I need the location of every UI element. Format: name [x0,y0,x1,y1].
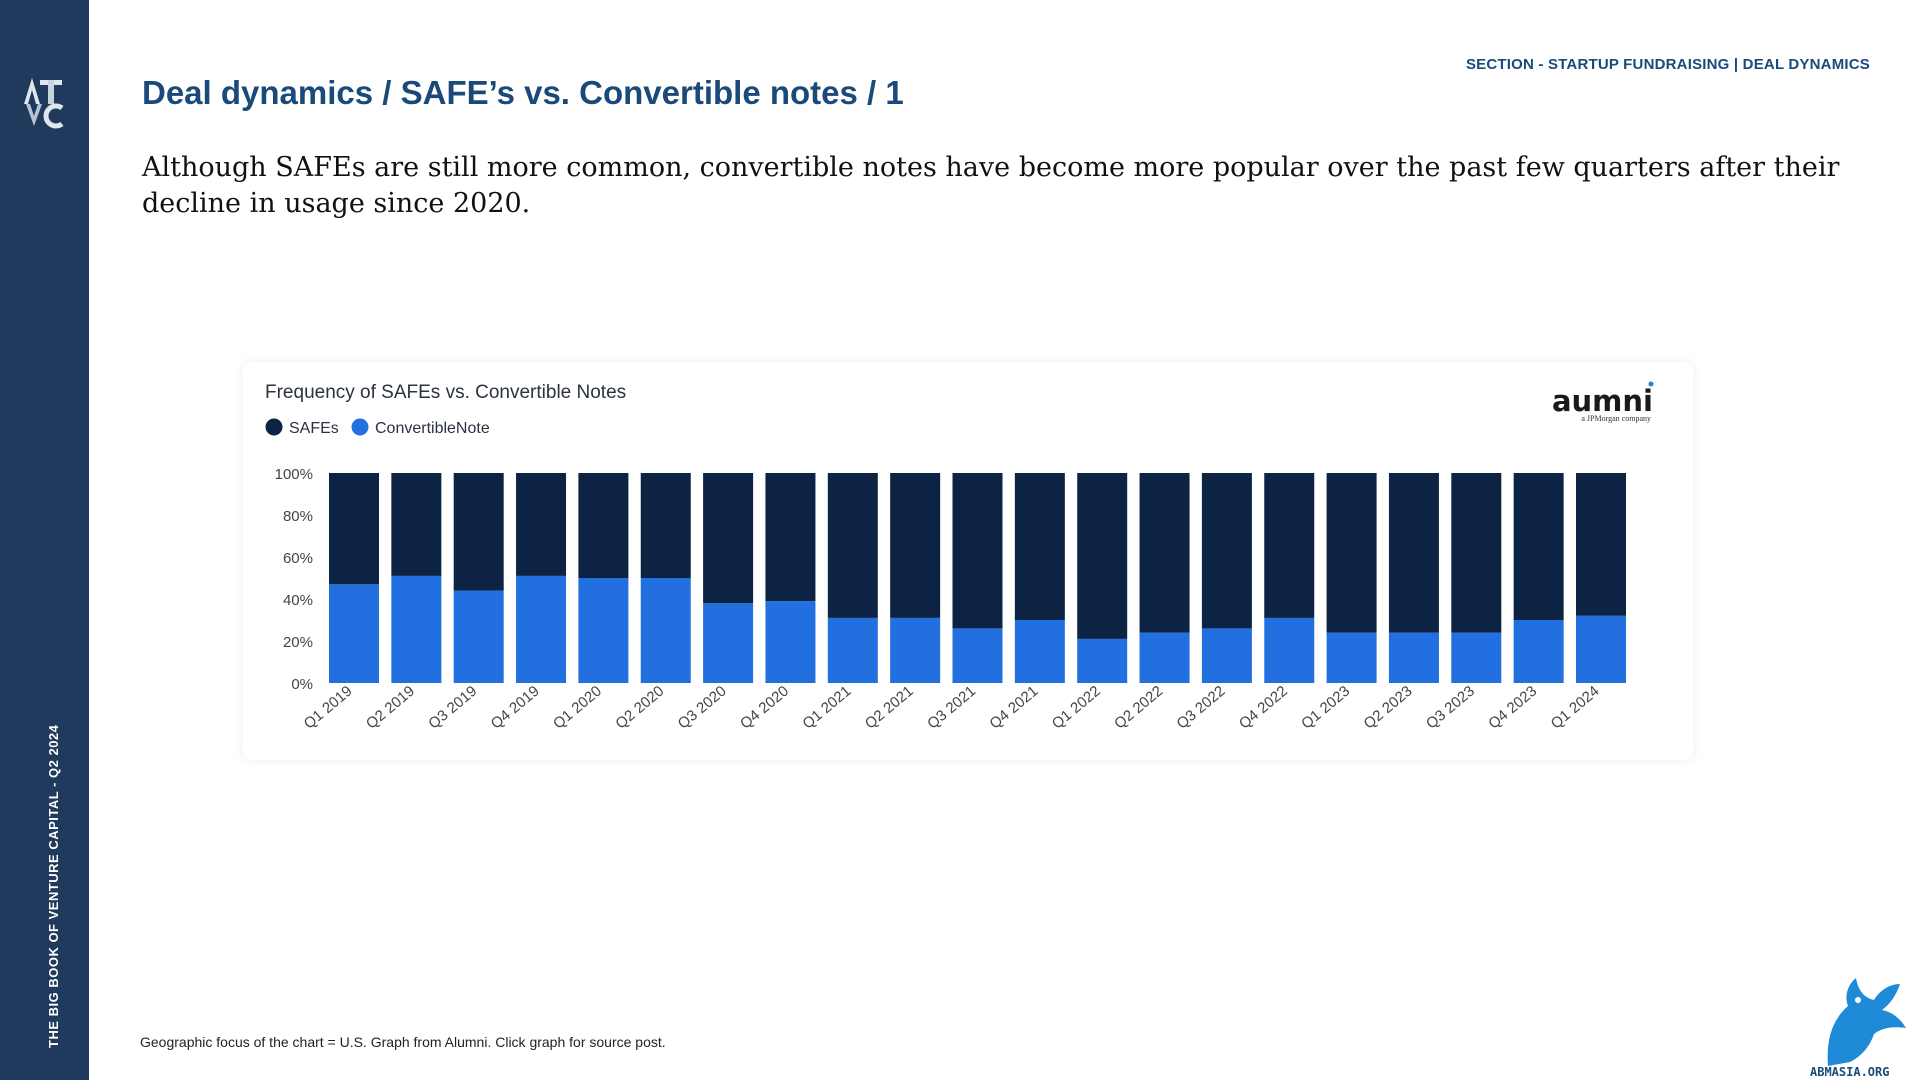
bar-safes-9 [827,473,878,618]
bar-safes-3 [453,473,504,591]
chart-title: Frequency of SAFEs vs. Convertible Notes [265,382,626,403]
chart-legend: SAFEs ConvertibleNote [265,418,490,437]
x-tick-label: Q2 2021 [862,683,917,733]
bar-safes-5 [578,473,629,578]
bar-safes-8 [765,473,816,602]
x-tick-label: Q4 2022 [1236,683,1291,733]
bar-convertiblenote-8 [765,601,816,683]
x-tick-label: Q1 2020 [550,683,605,733]
bar-convertiblenote-7 [703,603,754,683]
y-tick-label: 80% [283,508,313,525]
bar-safes-6 [640,473,691,578]
bar-convertiblenote-21 [1576,615,1626,683]
watermark-eagle-icon: ABMASIA.ORG [1810,978,1906,1079]
bar-convertiblenote-19 [1451,632,1502,683]
page-title: Deal dynamics / SAFE’s vs. Convertible n… [142,74,904,111]
bar-safes-4 [516,473,567,576]
bar-safes-1 [329,473,379,585]
bar-convertiblenote-10 [890,617,941,683]
bars [329,473,1626,683]
y-tick-label: 40% [283,592,313,609]
legend-label-2: ConvertibleNote [375,420,490,437]
bar-convertiblenote-11 [952,628,1003,683]
bar-safes-19 [1451,473,1502,633]
aumni-logo: aumni a JPMorgan company [1552,381,1654,423]
x-tick-label: Q2 2020 [612,683,667,733]
bar-convertiblenote-12 [1014,620,1065,683]
bar-safes-12 [1014,473,1065,620]
watermark-text: ABMASIA.ORG [1810,1065,1889,1079]
x-tick-label: Q1 2022 [1049,683,1104,733]
bar-safes-15 [1201,473,1252,629]
footnote: Geographic focus of the chart = U.S. Gra… [140,1034,666,1050]
bar-convertiblenote-2 [391,575,442,683]
x-tick-label: Q3 2022 [1174,683,1229,733]
bar-convertiblenote-3 [453,590,504,683]
x-tick-label: Q3 2021 [924,683,979,733]
chart-card[interactable]: Frequency of SAFEs vs. Convertible Notes… [243,362,1693,760]
sidebar-vertical-text: THE BIG BOOK OF VENTURE CAPITAL - Q2 202… [46,724,61,1048]
bar-safes-14 [1139,473,1190,633]
x-tick-label: Q1 2024 [1548,683,1603,733]
brand-name: aumni [1552,384,1653,418]
y-tick-label: 60% [283,550,313,567]
bar-convertiblenote-20 [1513,620,1564,683]
bar-convertiblenote-18 [1388,632,1439,683]
x-tick-label: Q4 2023 [1485,683,1540,733]
bar-convertiblenote-15 [1201,628,1252,683]
intro-text: Although SAFEs are still more common, co… [142,152,1840,219]
legend-swatch-1 [265,418,283,436]
bar-safes-11 [952,473,1003,629]
y-tick-label: 20% [283,634,313,651]
x-tick-label: Q2 2022 [1111,683,1166,733]
legend-swatch-2 [351,418,369,436]
bar-safes-10 [890,473,941,618]
sidebar: THE BIG BOOK OF VENTURE CAPITAL - Q2 202… [0,0,89,1080]
bar-safes-2 [391,473,442,576]
bar-convertiblenote-17 [1326,632,1377,683]
x-tick-label: Q3 2019 [425,683,480,733]
bar-safes-7 [703,473,754,604]
bar-convertiblenote-14 [1139,632,1190,683]
bar-safes-16 [1264,473,1315,618]
bar-convertiblenote-9 [827,617,878,683]
x-tick-label: Q4 2019 [488,683,543,733]
bar-safes-20 [1513,473,1564,620]
bar-convertiblenote-5 [578,578,629,683]
x-tick-label: Q1 2021 [799,683,854,733]
x-tick-label: Q4 2021 [986,683,1041,733]
bar-convertiblenote-1 [329,584,379,683]
y-tick-label: 0% [291,676,313,693]
brand-tagline: a JPMorgan company [1581,414,1651,423]
bar-safes-17 [1326,473,1377,633]
x-tick-label: Q3 2023 [1423,683,1478,733]
stacked-bar-chart: Frequency of SAFEs vs. Convertible Notes… [265,381,1654,733]
brand-dot [1648,381,1654,387]
bar-safes-21 [1576,473,1626,616]
x-tick-label: Q2 2019 [363,683,418,733]
x-axis: Q1 2019 Q2 2019 Q3 2019 Q4 2019 Q1 2020 Q2 20… [301,683,1603,733]
bar-convertiblenote-4 [516,575,567,683]
y-axis: 0% 20% 40% 60% 80% 100% [275,466,313,693]
bar-safes-13 [1077,473,1128,639]
x-tick-label: Q3 2020 [675,683,730,733]
legend-label-1: SAFEs [289,420,339,437]
x-tick-label: Q4 2020 [737,683,792,733]
bar-safes-18 [1388,473,1439,633]
atvc-logo-icon [24,78,64,129]
x-tick-label: Q2 2023 [1361,683,1416,733]
bar-convertiblenote-13 [1077,638,1128,683]
bar-convertiblenote-6 [640,578,691,683]
section-label: SECTION - STARTUP FUNDRAISING | DEAL DYN… [1465,56,1870,73]
x-tick-label: Q1 2023 [1298,683,1353,733]
bar-convertiblenote-16 [1264,617,1315,683]
y-tick-label: 100% [275,466,313,483]
